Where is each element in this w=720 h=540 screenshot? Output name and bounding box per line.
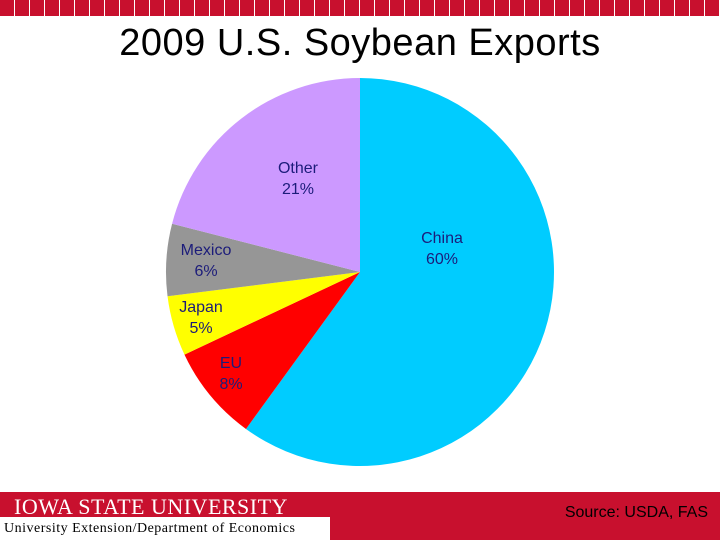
slice-label-other: Other (278, 160, 319, 177)
pie-slice-mexico (165, 223, 360, 297)
slice-value-japan: 5% (189, 320, 212, 337)
slice-label-mexico: Mexico (181, 242, 232, 259)
slice-label-china: China (421, 230, 463, 247)
pie-slice-other (172, 78, 360, 272)
pie-slice-eu (184, 272, 360, 429)
pie-chart: China 60% EU 8% Japan 5% Mexico 6% Other 21% (165, 78, 554, 466)
pie-slice-china (245, 78, 554, 466)
top-stripe (0, 0, 720, 16)
chart-title: 2009 U.S. Soybean Exports (119, 22, 601, 64)
slice-value-china: 60% (426, 251, 458, 268)
iowa-state-logo: IOWA STATE UNIVERSITY (14, 494, 288, 519)
slice-value-other: 21% (282, 181, 314, 198)
footer-department-panel (0, 517, 330, 540)
slice-value-mexico: 6% (194, 263, 217, 280)
department-text: University Extension/Department of Econo… (4, 521, 296, 536)
slice-label-eu: EU (220, 355, 242, 372)
pie-slice-japan (167, 272, 360, 355)
slice-value-eu: 8% (219, 376, 242, 393)
source-note: Source: USDA, FAS (564, 504, 708, 521)
footer-bar: IOWA STATE UNIVERSITY University Extensi… (0, 492, 720, 540)
slice-label-japan: Japan (179, 299, 223, 316)
